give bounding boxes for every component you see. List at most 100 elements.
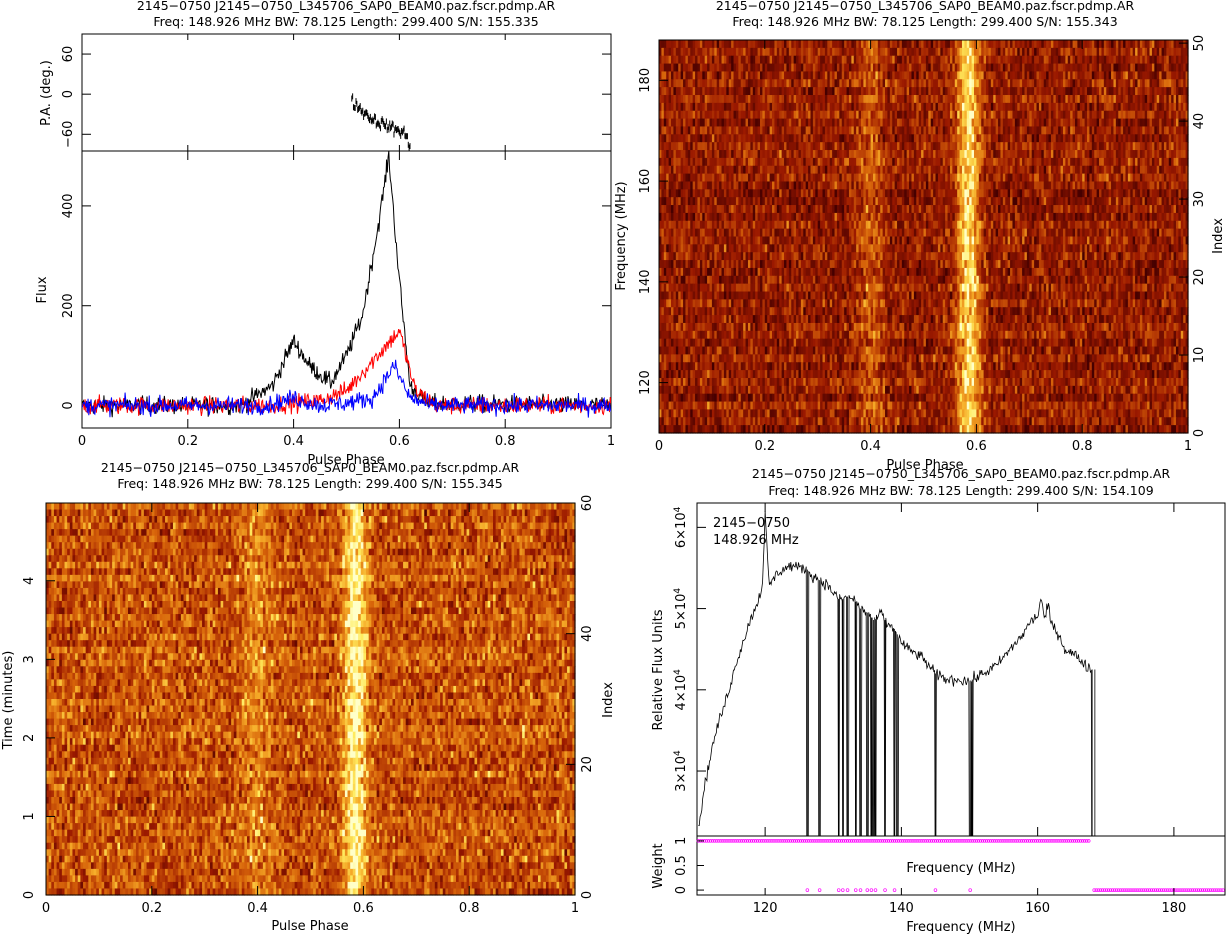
freq-phase-cell — [897, 71, 901, 80]
freq-phase-cell — [1089, 40, 1093, 49]
freq-phase-cell — [894, 126, 898, 135]
freq-phase-cell — [1142, 102, 1146, 112]
freq-phase-cell — [1161, 118, 1165, 128]
freq-phase-cell — [721, 63, 725, 73]
freq-phase-cell — [726, 134, 730, 143]
freq-phase-cell — [1077, 95, 1081, 104]
freq-phase-cell — [868, 87, 872, 96]
freq-phase-cell — [1007, 71, 1011, 80]
freq-phase-cell — [673, 87, 677, 96]
freq-phase-cell — [949, 79, 953, 88]
freq-phase-cell — [983, 79, 987, 88]
freq-phase-cell — [671, 102, 675, 112]
freq-phase-cell — [957, 87, 961, 96]
freq-phase-cell — [889, 110, 893, 120]
freq-phase-cell — [784, 40, 788, 49]
freq-phase-cell — [1166, 55, 1170, 65]
freq-phase-cell — [832, 134, 836, 143]
freq-phase-cell — [844, 47, 848, 57]
freq-phase-cell — [750, 87, 754, 96]
freq-phase-cell — [675, 71, 679, 80]
freq-phase-cell — [1144, 118, 1148, 128]
freq-phase-cell — [690, 40, 694, 49]
freq-phase-cell — [832, 79, 836, 88]
freq-phase-cell — [1111, 63, 1115, 73]
freq-phase-cell — [1091, 47, 1095, 57]
freq-phase-cell — [1014, 87, 1018, 96]
freq-phase-cell — [735, 47, 739, 57]
freq-phase-cell — [745, 95, 749, 104]
freq-phase-cell — [916, 134, 920, 143]
freq-phase-cell — [820, 102, 824, 112]
freq-phase-cell — [942, 126, 946, 135]
freq-phase-cell — [747, 126, 751, 135]
freq-phase-cell — [659, 79, 662, 88]
freq-phase-cell — [685, 110, 689, 120]
freq-phase-cell — [764, 118, 768, 128]
freq-phase-cell — [949, 102, 953, 112]
freq-phase-cell — [663, 95, 667, 104]
freq-phase-cell — [733, 102, 737, 112]
freq-phase-cell — [1130, 95, 1134, 104]
freq-phase-cell — [961, 102, 965, 112]
freq-phase-cell — [906, 79, 910, 88]
freq-phase-cell — [925, 63, 929, 73]
freq-phase-cell — [1125, 102, 1129, 112]
freq-phase-cell — [882, 40, 886, 49]
freq-phase-cell — [1065, 110, 1069, 120]
freq-phase-cell — [1132, 55, 1136, 65]
freq-phase-cell — [1072, 79, 1076, 88]
freq-phase-cell — [836, 95, 840, 104]
freq-phase-cell — [1065, 47, 1069, 57]
freq-phase-cell — [1050, 87, 1054, 96]
freq-phase-cell — [906, 110, 910, 120]
freq-phase-cell — [1077, 118, 1081, 128]
freq-phase-cell — [1163, 102, 1167, 112]
freq-phase-cell — [817, 118, 821, 128]
freq-phase-cell — [897, 126, 901, 135]
freq-phase-cell — [1115, 87, 1119, 96]
freq-phase-cell — [776, 102, 780, 112]
freq-phase-cell — [1005, 118, 1009, 128]
freq-phase-cell — [1173, 47, 1177, 57]
freq-phase-cell — [673, 102, 677, 112]
freq-phase-cell — [899, 47, 903, 57]
freq-phase-cell — [1084, 47, 1088, 57]
freq-phase-cell — [1185, 40, 1189, 49]
freq-phase-cell — [735, 110, 739, 120]
freq-phase-cell — [1000, 110, 1004, 120]
freq-phase-cell — [671, 47, 675, 57]
profile-y-tick-label: 200 — [61, 293, 76, 318]
freq-phase-cell — [791, 47, 795, 57]
freq-phase-cell — [1031, 63, 1035, 73]
freq-phase-cell — [961, 110, 965, 120]
freq-phase-cell — [671, 110, 675, 120]
freq-phase-cell — [829, 79, 833, 88]
freq-phase-cell — [733, 110, 737, 120]
freq-phase-cell — [1079, 79, 1083, 88]
freq-phase-cell — [945, 95, 949, 104]
freq-phase-cell — [945, 79, 949, 88]
freq-phase-cell — [1154, 55, 1158, 65]
freq-phase-cell — [1101, 79, 1105, 88]
freq-phase-cell — [716, 87, 720, 96]
freq-phase-cell — [1036, 40, 1040, 49]
freq-phase-cell — [875, 102, 879, 112]
freq-phase-cell — [913, 134, 917, 143]
freq-phase-cell — [805, 95, 809, 104]
freq-phase-cell — [1115, 63, 1119, 73]
freq-phase-cell — [824, 71, 828, 80]
freq-phase-cell — [699, 55, 703, 65]
freq-phase-cell — [817, 55, 821, 65]
freq-phase-cell — [945, 102, 949, 112]
freq-phase-cell — [1171, 71, 1175, 80]
freq-phase-cell — [733, 71, 737, 80]
freq-phase-cell — [829, 55, 833, 65]
freq-phase-cell — [875, 118, 879, 128]
freq-phase-cell — [764, 95, 768, 104]
freq-phase-cell — [868, 40, 872, 49]
freq-phase-cell — [1156, 55, 1160, 65]
freq-phase-cell — [978, 118, 982, 128]
freq-phase-cell — [995, 95, 999, 104]
freq-phase-cell — [728, 102, 732, 112]
